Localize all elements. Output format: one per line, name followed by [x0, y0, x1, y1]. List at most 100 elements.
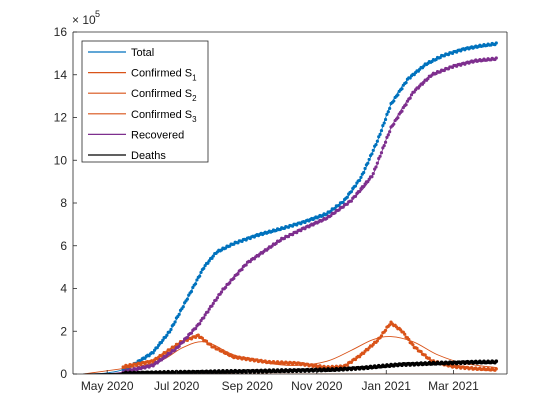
series-0-point	[385, 112, 389, 117]
series-3-point	[204, 339, 209, 343]
series-0-point	[345, 195, 349, 199]
legend-box	[81, 40, 209, 163]
series-4-point	[214, 298, 218, 302]
x-tick-label: Jul 2020	[154, 379, 200, 393]
series-0-point	[382, 121, 386, 125]
series-4-point	[353, 194, 358, 198]
legend-entry: Confirmed S2	[88, 88, 197, 103]
series-3-point	[379, 334, 384, 338]
series-4-point	[207, 307, 211, 311]
x-tick-label: Mar 2021	[428, 379, 479, 393]
series-3-point	[427, 356, 431, 360]
series-4-point	[400, 109, 404, 113]
legend-entry: Deaths	[88, 150, 166, 162]
series-0-point	[370, 152, 374, 156]
series-4-point	[396, 116, 400, 120]
series-0-point	[386, 110, 390, 114]
legend: Total Confirmed S1 Confirmed S2 Confirmed S…	[81, 40, 209, 163]
series-4-point	[426, 77, 430, 81]
series-0-point	[377, 135, 381, 139]
series-0-point	[169, 327, 173, 332]
series-4-point	[173, 348, 177, 352]
axes-layer	[72, 31, 508, 375]
series-4	[83, 56, 498, 374]
x-tick-label: Nov 2020	[291, 379, 343, 393]
series-5-point	[494, 359, 499, 364]
series-4-point	[392, 122, 396, 126]
series-0-point	[494, 41, 498, 45]
series-4-point	[224, 285, 228, 289]
series-4-point	[337, 208, 341, 212]
series-3-point	[196, 333, 200, 337]
legend-entry: Confirmed S1	[88, 68, 197, 83]
series-4-point	[177, 344, 181, 348]
series-4-point	[210, 304, 214, 308]
series-4-point	[370, 175, 374, 179]
series-0-point	[198, 274, 202, 278]
series-0-point	[400, 87, 404, 91]
legend-label: Recovered	[131, 129, 184, 141]
series-3-point	[345, 363, 349, 367]
series-0-point	[341, 200, 345, 204]
series-4-point	[193, 327, 198, 331]
series-0-point	[378, 132, 382, 136]
series-4-point	[386, 133, 390, 137]
series-0-point	[349, 190, 353, 194]
series-0-point	[404, 81, 408, 85]
series-4-point	[357, 189, 362, 194]
legend-items: Total Confirmed S1 Confirmed S2 Confirmed S…	[88, 47, 197, 162]
series-4-point	[198, 322, 202, 326]
y-tick-label: 6	[60, 239, 67, 253]
series-4-point	[412, 90, 416, 94]
series-0-point	[202, 266, 206, 270]
legend-label: Total	[131, 47, 154, 59]
series-0-point	[371, 148, 375, 152]
series-4-point	[378, 154, 382, 158]
legend-label: Deaths	[131, 150, 166, 162]
series-0-point	[383, 117, 388, 122]
x-tick-label: Sep 2020	[222, 379, 274, 393]
series-3-point	[411, 343, 415, 347]
series-0-point	[379, 128, 384, 133]
series-0-point	[157, 343, 161, 347]
legend-entry: Confirmed S3	[88, 109, 197, 124]
series-4-point	[374, 165, 378, 169]
series-3-point	[200, 336, 205, 340]
series-4-point	[185, 335, 189, 340]
series-0-point	[353, 184, 358, 188]
series-4-point	[232, 276, 236, 281]
series-4-point	[379, 151, 384, 155]
series-0	[83, 41, 498, 374]
series-0-point	[195, 278, 199, 282]
series-0-point	[167, 330, 172, 334]
y-tick-label: 8	[60, 196, 67, 210]
series-0-point	[362, 170, 366, 175]
series-4-point	[367, 177, 371, 181]
series-0-point	[185, 297, 189, 301]
series-0-point	[181, 305, 185, 309]
series-4-point	[240, 267, 244, 272]
series-0-point	[155, 346, 159, 350]
series-0-point	[367, 157, 371, 162]
series-0-point	[359, 175, 363, 180]
series-4-point	[329, 214, 333, 218]
series-0-point	[191, 285, 195, 290]
series-4-point	[345, 202, 349, 206]
series-4-point	[371, 172, 375, 176]
series-3-point	[407, 337, 411, 342]
series-layer	[83, 41, 499, 374]
y-exponent-label: × 10 5	[72, 9, 100, 27]
series-0-point	[199, 270, 203, 274]
y-tick-label: 4	[60, 282, 67, 296]
y-exponent-value: 5	[95, 9, 100, 19]
series-4-point	[382, 143, 386, 148]
y-tick-label: 12	[54, 111, 68, 125]
series-4-point	[236, 272, 240, 276]
series-0-point	[408, 76, 412, 80]
series-0-point	[165, 333, 169, 337]
legend-label: Confirmed S3	[131, 109, 197, 124]
series-0-point	[151, 351, 155, 355]
series-3-point	[494, 367, 498, 371]
series-0-point	[193, 282, 198, 286]
y-tick-label: 16	[54, 25, 68, 39]
